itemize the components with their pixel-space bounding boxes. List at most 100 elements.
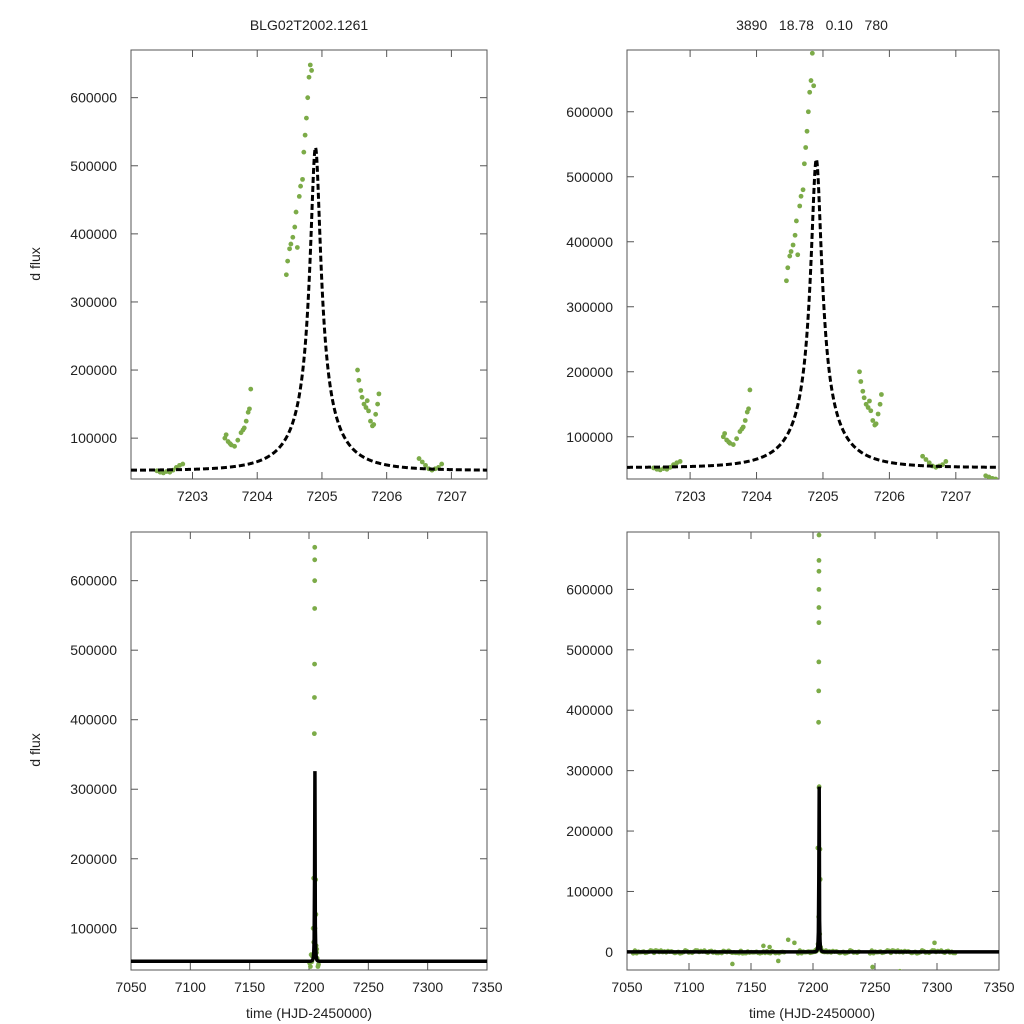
y-tick-label: 0 [605,944,613,960]
data-point [816,568,822,574]
data-point [816,532,822,538]
x-tick-label: 7150 [234,979,265,995]
y-tick-label: 300000 [70,294,117,310]
data-point [870,418,876,423]
data-point [366,408,371,414]
data-point [816,557,822,563]
data-point [870,964,875,970]
data-point [355,367,360,373]
data-point [294,245,300,250]
data-point [312,695,317,700]
plot-area [131,62,487,476]
data-point [730,442,736,447]
data-point [816,719,821,725]
data-point [302,132,308,138]
data-point [798,193,804,199]
plot-frame [626,531,1000,971]
data-point [304,115,309,121]
data-point [879,392,884,397]
data-point [312,606,318,611]
data-point [816,659,822,665]
data-point [785,265,791,271]
data-point [792,940,797,946]
y-axis-label: d flux [27,733,43,766]
data-point [877,401,883,407]
data-point [730,961,735,967]
data-point [742,418,748,423]
y-tick-label: 100000 [70,920,117,936]
x-tick-label: 7100 [673,979,704,995]
data-point [287,246,292,252]
data-point [746,406,751,412]
data-point [816,620,822,626]
x-axis-label: time (HJD-2450000) [749,1005,875,1021]
data-point [857,369,862,375]
data-point [767,944,772,950]
x-tick-label: 7200 [797,979,828,995]
data-point [788,249,794,254]
data-point [305,95,311,101]
data-point [223,432,229,438]
x-tick-label: 7050 [611,979,642,995]
data-point [816,605,822,610]
x-tick-label: 7250 [353,979,384,995]
plot-area [131,544,487,969]
data-point [296,194,302,199]
y-tick-label: 200000 [566,364,613,380]
data-point [300,176,305,182]
plot-frame [130,49,488,480]
data-point [897,968,902,970]
data-point [816,586,822,592]
data-point [419,459,425,465]
y-tick-label: 600000 [70,90,117,106]
y-tick-label: 500000 [566,169,613,185]
y-tick-label: 100000 [566,429,613,445]
data-point [312,544,318,550]
data-point [283,272,289,278]
data-point [356,377,362,383]
data-point [787,253,793,259]
data-point [241,425,247,431]
data-point [868,408,874,414]
data-point [923,457,929,462]
data-point [858,379,864,384]
data-point [416,456,422,461]
data-point [667,464,673,470]
model-curve [131,144,487,472]
data-point [792,232,798,238]
data-point [816,688,822,694]
data-point [790,242,796,248]
y-tick-label: 500000 [70,642,117,658]
data-point [358,388,364,393]
data-point [793,218,799,224]
data-point [371,422,377,427]
x-tick-label: 7203 [675,488,706,504]
data-point [292,224,298,230]
y-axis-label-group: d flux [27,247,43,280]
data-point [932,940,937,946]
x-tick-label: 7150 [735,979,766,995]
x-tick-label: 7100 [175,979,206,995]
y-tick-label: 600000 [566,581,613,597]
data-point [865,405,871,410]
x-tick-label: 7300 [921,979,952,995]
data-point [811,83,817,89]
x-tick-label: 7206 [874,488,905,504]
y-tick-label: 500000 [70,158,117,174]
data-point [373,411,379,417]
data-point [785,937,791,943]
data-point [368,418,373,424]
data-point [797,203,803,209]
data-point [311,731,317,737]
data-point [926,460,932,466]
data-point [439,461,445,467]
y-tick-label: 100000 [70,430,117,446]
y-tick-label: 100000 [566,883,613,899]
data-point [298,183,303,189]
data-point [775,958,781,964]
x-tick-label: 7350 [983,979,1014,995]
y-tick-label: 300000 [566,299,613,315]
model-curve [627,155,999,469]
data-point [285,258,291,264]
